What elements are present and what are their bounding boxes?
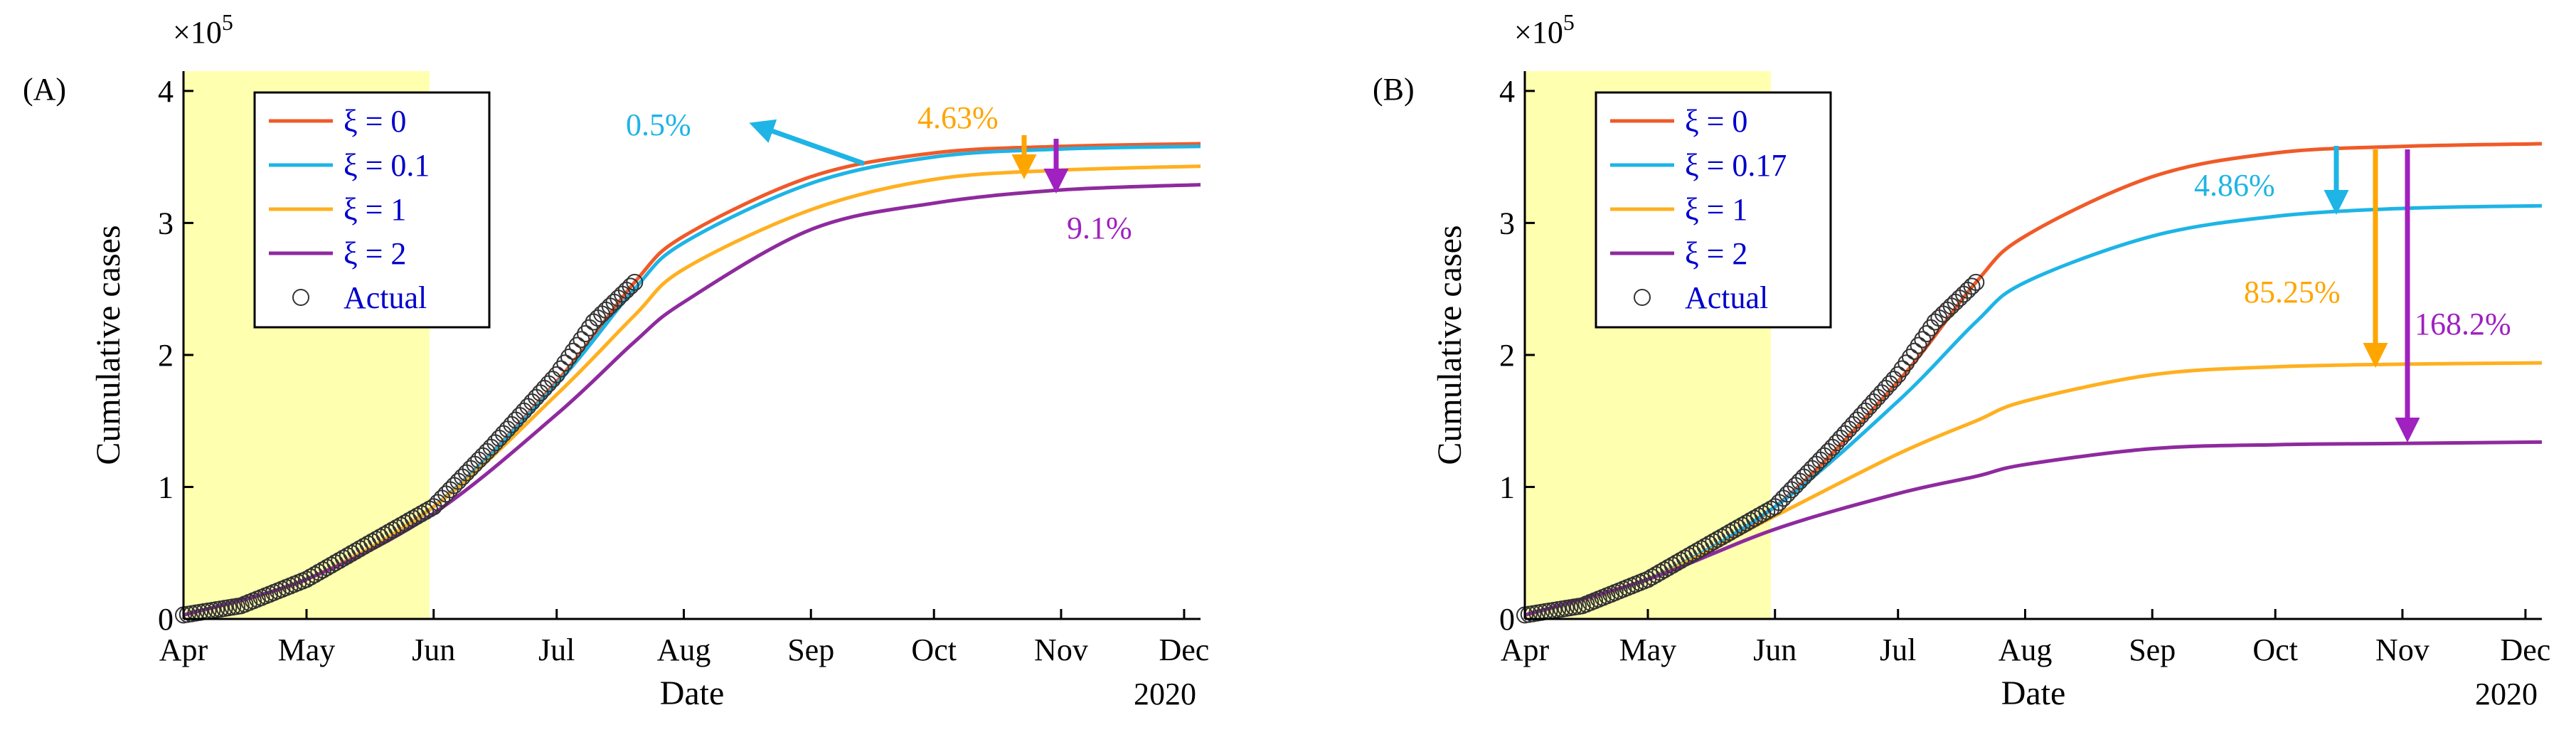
panel-label: (B) <box>1373 72 1415 107</box>
legend-label: Actual <box>1685 280 1768 315</box>
legend-label: ξ = 1 <box>1685 192 1747 227</box>
y-tick-label: 4 <box>1499 74 1515 109</box>
actual-data-point <box>552 360 570 378</box>
x-tick-label: Dec <box>2501 632 2551 667</box>
actual-data-point <box>560 349 578 366</box>
x-tick-label: Jul <box>1880 632 1916 667</box>
x-tick-label: May <box>278 632 336 667</box>
y-tick-label: 2 <box>158 338 174 373</box>
actual-data-point <box>573 331 590 349</box>
year-label: 2020 <box>1134 677 1196 711</box>
actual-data-point <box>1914 331 1932 349</box>
y-axis-label: Cumulative cases <box>1431 225 1469 465</box>
legend-label: Actual <box>344 280 427 315</box>
y-multiplier: ×105 <box>1514 9 1575 50</box>
y-multiplier: ×105 <box>173 9 233 50</box>
y-tick-label: 3 <box>158 206 174 240</box>
actual-data-point <box>1898 354 1915 372</box>
panel-label: (A) <box>23 72 66 107</box>
annotation-label: 4.86% <box>2194 168 2275 203</box>
legend: ξ = 0 ξ = 0.17 ξ = 1 ξ = 2 Actual <box>1595 91 1832 329</box>
x-tick-label: Sep <box>2129 632 2176 667</box>
y-tick-label: 2 <box>1499 338 1515 373</box>
x-tick-label: Oct <box>2252 632 2298 667</box>
x-tick-label: Jun <box>1753 632 1797 667</box>
actual-data-point <box>1902 349 1920 366</box>
x-tick-label: Apr <box>159 632 208 667</box>
y-multiplier-base: ×10 <box>173 15 222 50</box>
y-tick-label: 1 <box>158 470 174 504</box>
series-line-3 <box>183 183 1201 617</box>
actual-data-point <box>1910 337 1927 354</box>
x-axis-label: Date <box>660 674 725 712</box>
y-axis-label: Cumulative cases <box>90 225 127 465</box>
legend-label: ξ = 2 <box>1685 236 1747 271</box>
x-tick-label: Nov <box>2375 632 2429 667</box>
legend-label: ξ = 0 <box>344 104 406 139</box>
legend-actual-marker <box>1634 289 1651 306</box>
legend-label: ξ = 1 <box>344 192 406 227</box>
y-tick-label: 4 <box>158 74 174 109</box>
actual-data-point <box>626 273 644 291</box>
actual-data-point <box>568 337 586 354</box>
chart-panel-b: Apr May Jun Jul Aug Sep Oct Nov Dec 0 1 2 3 4 ×105 Date… <box>1373 9 2550 712</box>
actual-data-point <box>1758 502 1776 520</box>
y-tick-label: 1 <box>1499 470 1515 504</box>
legend-label: ξ = 0.1 <box>344 148 430 183</box>
actual-data-point <box>1893 360 1911 378</box>
chart-panel-a: Apr May Jun Jul Aug Sep Oct Nov Dec 0 1 2 3 4 ×105 Date… <box>23 9 1209 712</box>
legend-label: ξ = 0.17 <box>1685 148 1787 183</box>
x-axis-label: Date <box>2001 674 2066 712</box>
actual-data-point <box>1889 366 1907 383</box>
x-tick-label: Nov <box>1034 632 1088 667</box>
annotation-label: 9.1% <box>1067 211 1132 245</box>
legend-label: ξ = 2 <box>344 236 406 271</box>
x-tick-label: Jul <box>538 632 575 667</box>
actual-data-point <box>548 366 565 383</box>
legend: ξ = 0 ξ = 0.1 ξ = 1 ξ = 2 Actual <box>253 91 491 329</box>
x-tick-label: Sep <box>787 632 834 667</box>
actual-data-point <box>577 325 595 343</box>
annotation-arrow <box>749 119 866 166</box>
x-tick-label: Oct <box>911 632 957 667</box>
actual-data-point <box>543 371 561 388</box>
legend-actual-marker <box>292 289 309 306</box>
legend-label: ξ = 0 <box>1685 104 1747 139</box>
x-tick-label: Dec <box>1159 632 1210 667</box>
x-tick-label: Aug <box>657 632 711 667</box>
actual-data-point <box>417 502 435 520</box>
actual-data-point <box>1918 325 1936 343</box>
y-multiplier-base: ×10 <box>1514 15 1563 50</box>
actual-data-point <box>1905 342 1923 360</box>
y-tick-label: 0 <box>1499 602 1515 637</box>
annotation-label: 85.25% <box>2244 275 2341 309</box>
annotation-label: 168.2% <box>2415 307 2511 341</box>
actual-data-point <box>622 277 639 295</box>
x-tick-label: Aug <box>1998 632 2053 667</box>
actual-data-point <box>1967 273 1985 291</box>
actual-data-point <box>1963 277 1981 295</box>
y-multiplier-exponent: 5 <box>1563 9 1575 35</box>
x-tick-label: Jun <box>412 632 455 667</box>
actual-data-point <box>564 342 582 360</box>
x-tick-label: May <box>1619 632 1677 667</box>
annotation-label: 0.5% <box>626 107 691 142</box>
y-tick-label: 3 <box>1499 206 1515 240</box>
actual-data-point <box>556 354 574 372</box>
y-multiplier-exponent: 5 <box>222 9 233 35</box>
year-label: 2020 <box>2475 677 2538 711</box>
x-tick-label: Apr <box>1501 632 1550 667</box>
y-tick-label: 0 <box>158 602 174 637</box>
annotation-label: 4.63% <box>917 100 999 135</box>
actual-data-point <box>1885 371 1902 388</box>
